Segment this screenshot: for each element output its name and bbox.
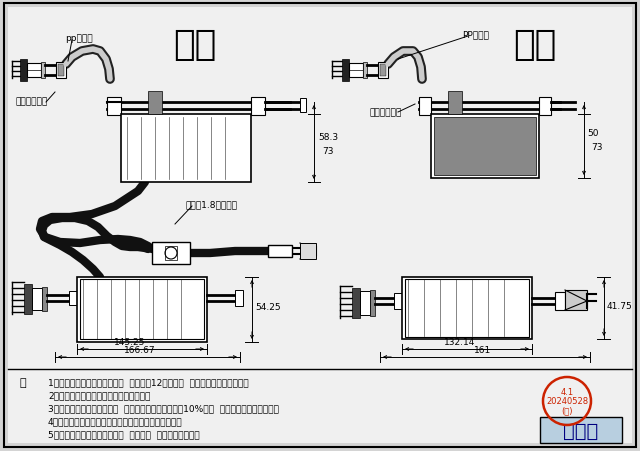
Text: 新款: 新款: [173, 28, 216, 62]
Bar: [251, 98, 265, 116]
Bar: [540, 417, 622, 443]
Text: 132.14: 132.14: [444, 337, 476, 346]
Bar: [402, 277, 532, 339]
Text: 1、新款稳定性比旧款大幅提升  每天使用12小时计算  使用寿命可达五年之久。: 1、新款稳定性比旧款大幅提升 每天使用12小时计算 使用寿命可达五年之久。: [48, 377, 248, 386]
Bar: [370, 290, 375, 316]
Text: 旧款: 旧款: [513, 28, 557, 62]
Text: 73: 73: [322, 147, 333, 156]
Text: PP保护套: PP保护套: [462, 30, 489, 39]
Bar: [539, 98, 551, 116]
Bar: [24, 285, 32, 314]
Text: 145.25: 145.25: [115, 337, 146, 346]
Text: 4、新款一如既往的继承了旧款可折卸导放器优良方案。: 4、新款一如既往的继承了旧款可折卸导放器优良方案。: [48, 416, 182, 425]
Text: 166.67: 166.67: [124, 345, 156, 354]
Text: 50: 50: [587, 129, 598, 138]
Bar: [349, 64, 363, 78]
Text: (乙): (乙): [561, 405, 573, 414]
Text: pp保护套: pp保护套: [65, 34, 93, 43]
Bar: [378, 63, 388, 79]
Bar: [419, 98, 431, 116]
Bar: [148, 92, 162, 115]
Text: 带开关1.8米电源线: 带开关1.8米电源线: [185, 199, 237, 208]
Text: 41.75: 41.75: [607, 302, 633, 311]
Bar: [80, 279, 204, 339]
Bar: [152, 243, 190, 264]
Bar: [360, 291, 370, 315]
Bar: [121, 115, 251, 183]
Bar: [380, 65, 386, 77]
Bar: [77, 277, 207, 342]
Text: 3、离子导放器采用了刷炭型  负离子导放量比旧款提升10%左右  噪音可达完全静音状态。: 3、离子导放器采用了刷炭型 负离子导放量比旧款提升10%左右 噪音可达完全静音状…: [48, 403, 279, 412]
Bar: [69, 291, 77, 305]
Text: 73: 73: [591, 143, 602, 152]
Bar: [20, 60, 27, 82]
Bar: [448, 92, 462, 115]
Bar: [56, 63, 66, 79]
Text: 4.1: 4.1: [561, 388, 573, 396]
Text: 54.25: 54.25: [255, 303, 280, 312]
Bar: [555, 292, 565, 310]
Text: 注: 注: [20, 377, 27, 387]
Bar: [32, 288, 42, 310]
Bar: [300, 244, 316, 259]
Bar: [165, 246, 177, 260]
Text: 58.3: 58.3: [318, 133, 338, 142]
Bar: [300, 99, 306, 113]
Text: 20240528: 20240528: [546, 396, 588, 405]
Bar: [42, 287, 47, 311]
Bar: [352, 288, 360, 318]
Bar: [27, 64, 41, 78]
Bar: [405, 279, 529, 337]
Bar: [107, 98, 121, 116]
Bar: [363, 63, 367, 79]
Bar: [434, 118, 536, 175]
Bar: [235, 290, 243, 306]
Text: 5、新款壳体采用了上下箱合体  强度更大  绝缘性能也更好。: 5、新款壳体采用了上下箱合体 强度更大 绝缘性能也更好。: [48, 429, 200, 438]
Text: 161: 161: [474, 345, 492, 354]
Bar: [58, 65, 64, 77]
Bar: [41, 63, 45, 79]
Text: 2、新款当次采用了轻量化离子变换装置。: 2、新款当次采用了轻量化离子变换装置。: [48, 390, 150, 399]
Text: 可公布: 可公布: [563, 421, 598, 440]
Bar: [394, 293, 402, 309]
Bar: [565, 290, 587, 310]
Text: 可拆卸释放器: 可拆卸释放器: [370, 108, 403, 117]
Bar: [431, 115, 539, 179]
Bar: [268, 245, 292, 258]
Text: 可拆卸释放器: 可拆卸释放器: [15, 97, 47, 106]
Bar: [342, 60, 349, 82]
